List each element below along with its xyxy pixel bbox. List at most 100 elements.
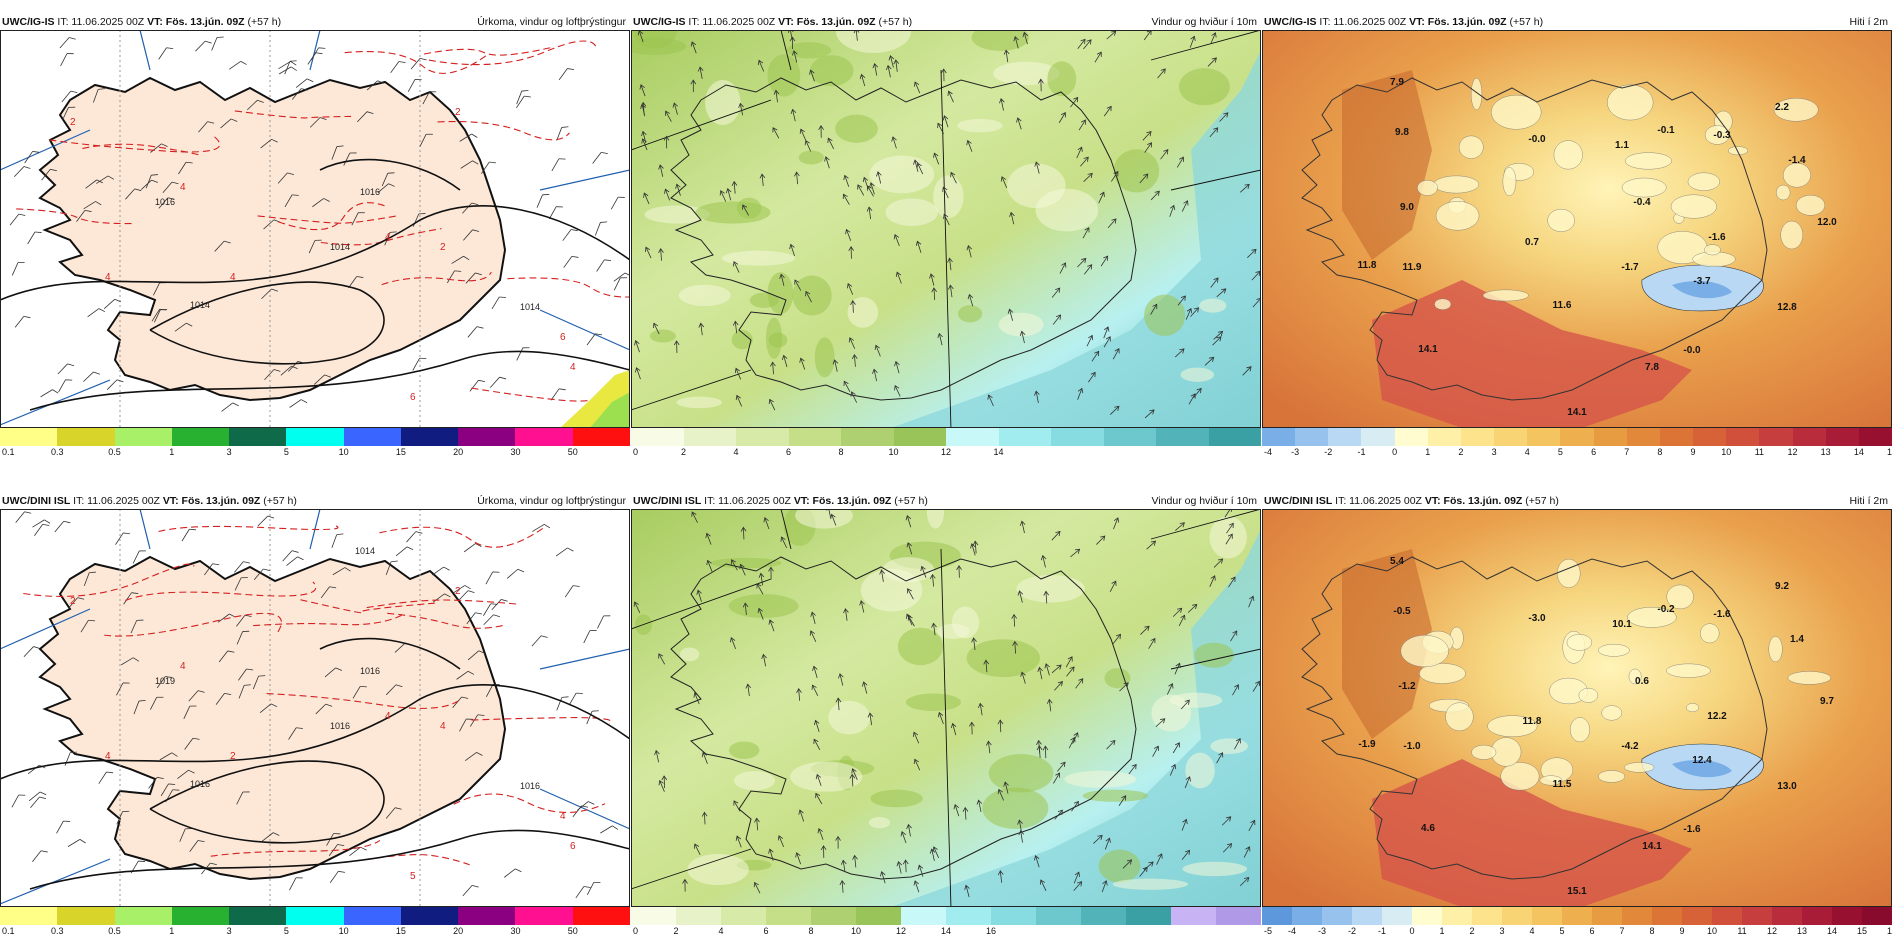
wind-barb [469, 714, 485, 727]
wind-barb [312, 198, 330, 208]
grid-line [631, 369, 752, 411]
wind-barb [68, 597, 85, 609]
wind-barb [140, 179, 158, 190]
temperature-value: 9.2 [1775, 581, 1789, 592]
precip-contour [471, 717, 612, 725]
wind-arrow [857, 184, 865, 196]
wind-arrow [1146, 540, 1157, 550]
wind-barb [491, 296, 506, 310]
wind-arrow [1143, 861, 1154, 871]
map-frame [0, 30, 630, 428]
wind-barb [30, 796, 47, 808]
lead-time: (+57 h) [894, 495, 928, 507]
precip-contour [320, 228, 442, 246]
wind-arrow [956, 565, 962, 578]
legend-tick-label: 4 [1524, 447, 1530, 457]
wind-barb [422, 91, 437, 105]
wind-arrow [843, 174, 850, 187]
temperature-value: 9.8 [1395, 127, 1409, 138]
precip-contour [82, 143, 202, 156]
wind-barb [314, 374, 331, 385]
isobar-label: 1014 [190, 300, 210, 310]
legend-tick-label: 0 [1409, 926, 1415, 936]
legend-swatch [1295, 428, 1329, 446]
map-canvas[interactable]: 5.4 9.2 -0.5 -3.0 10.1 -0.2 -1.6 1.4 -1.2 0.6 9.7 1… [1262, 509, 1892, 907]
wind-arrow [792, 50, 798, 63]
legend-swatch [721, 907, 766, 925]
legend-ticks: -5-4-3-2-1012345678910111213141516 [1262, 926, 1892, 937]
wind-barb [59, 37, 76, 49]
map-canvas[interactable]: 7.9 2.2 9.8 -0.0 1.1 -0.1 -0.3 -1.4 9.0 -0.4 12.0 0… [1262, 30, 1892, 428]
isobar-label: 1016 [330, 721, 350, 731]
wind-arrow [1106, 739, 1116, 750]
wind-arrow [706, 559, 713, 572]
wind-arrow [1213, 330, 1224, 340]
wind-arrow [1225, 533, 1233, 545]
wind-barb [247, 99, 264, 111]
wind-arrow [852, 854, 858, 868]
precip-contour-label: 4 [180, 182, 186, 193]
map-canvas[interactable]: 1016 1016 1014 1014 1014 2 2 4 4 4 4 2 6 6 4 [0, 30, 630, 428]
wind-barb [130, 619, 144, 634]
legend-swatch [0, 428, 58, 446]
wind-arrow [931, 287, 938, 300]
wind-barb [357, 111, 374, 123]
map-canvas[interactable]: 1019 1016 1016 1016 1016 1014 2 2 4 4 4 2 4 4 5 6 [0, 509, 630, 907]
wind-barb [96, 175, 115, 184]
grid-line [1170, 648, 1261, 670]
wind-arrow [818, 125, 824, 138]
wind-arrow [810, 611, 816, 624]
map-frame [1262, 30, 1892, 428]
wind-arrow [740, 526, 747, 540]
precip-contour [423, 46, 554, 56]
wind-speed-patch [678, 284, 731, 307]
highland-cool-patch [1487, 715, 1538, 738]
legend-swatch [1726, 428, 1760, 446]
map-canvas[interactable] [631, 30, 1261, 428]
legend-swatch [1802, 907, 1832, 925]
legend-swatch [572, 907, 630, 925]
precip-contour [507, 277, 630, 298]
wind-arrow [1052, 314, 1062, 325]
wind-barb [284, 194, 299, 208]
wind-arrow [729, 637, 736, 650]
wind-barb [596, 259, 612, 272]
wind-arrow [1224, 509, 1232, 518]
wind-arrow [658, 779, 665, 792]
legend-swatch [841, 428, 894, 446]
wind-arrow [1051, 287, 1061, 298]
legend-swatch [286, 907, 344, 925]
lead-time: (+57 h) [1509, 16, 1544, 28]
map-canvas[interactable] [631, 509, 1261, 907]
legend-swatch [458, 428, 516, 446]
wind-arrow [929, 848, 936, 861]
wind-arrow [1181, 818, 1188, 831]
legend-tick-label: -1 [1357, 447, 1366, 457]
wind-arrow [779, 273, 785, 287]
wind-arrow [861, 681, 868, 694]
grid-line [1150, 30, 1261, 61]
map-panel-p1: UWC/IG-IS IT: 11.06.2025 00Z VT: Fös. 13… [0, 14, 630, 458]
wind-arrow [1093, 834, 1103, 844]
temperature-value: 14.1 [1642, 841, 1662, 852]
wind-arrow [1174, 348, 1185, 358]
map-panel-p5: UWC/DINI ISL IT: 11.06.2025 00Z VT: Fös.… [631, 493, 1261, 937]
wind-arrow [799, 357, 806, 370]
wind-barb [467, 650, 486, 661]
wind-speed-patch [649, 329, 676, 343]
wind-barb [447, 270, 462, 284]
wind-barb [125, 188, 142, 200]
precip-contour [428, 40, 598, 66]
wind-barb [459, 133, 478, 142]
temperature-value: -0.5 [1393, 606, 1411, 617]
highland-cool-patch [1539, 775, 1563, 786]
wind-arrow [915, 240, 922, 253]
wind-barb [462, 885, 479, 897]
wind-arrow [1013, 36, 1019, 49]
wind-arrow [950, 171, 957, 184]
temperature-value: -0.0 [1683, 345, 1701, 356]
wind-barb [385, 560, 398, 575]
wind-arrow [732, 320, 739, 334]
wind-arrow [893, 233, 900, 246]
legend-swatch [1292, 907, 1322, 925]
